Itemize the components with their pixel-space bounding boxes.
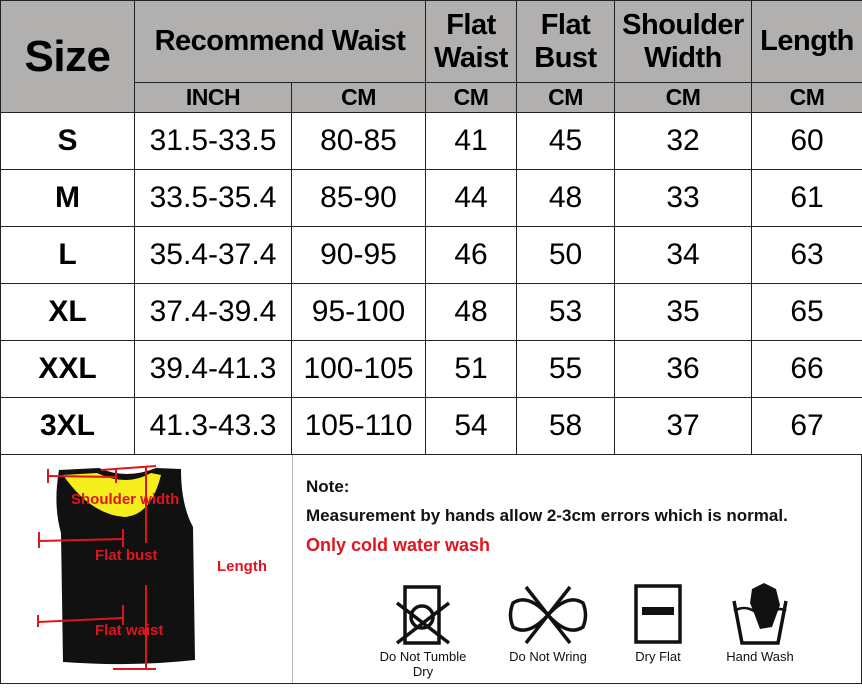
value-cell: 33.5-35.4	[135, 170, 292, 227]
no-wring-icon	[508, 583, 588, 645]
value-cell: 100-105	[292, 341, 426, 398]
value-cell: 105-110	[292, 398, 426, 455]
header-shoulder-width: Shoulder Width	[615, 1, 752, 83]
value-cell: 63	[752, 227, 862, 284]
value-cell: 58	[517, 398, 615, 455]
unit-header: INCH	[135, 83, 292, 113]
care-label: Do Not Tumble Dry	[373, 649, 473, 679]
unit-header: CM	[292, 83, 426, 113]
care-label: Do Not Wring	[498, 649, 598, 664]
note-title: Note:	[306, 477, 349, 497]
value-cell: 44	[426, 170, 517, 227]
label-length: Length	[217, 558, 267, 575]
header-length: Length	[752, 1, 862, 83]
header-flat-waist: Flat Waist	[426, 1, 517, 83]
value-cell: 90-95	[292, 227, 426, 284]
unit-header: CM	[426, 83, 517, 113]
value-cell: 85-90	[292, 170, 426, 227]
size-cell: L	[1, 227, 135, 284]
info-panel: Shoulder width Flat bust Length Flat wai…	[0, 454, 862, 684]
value-cell: 61	[752, 170, 862, 227]
size-cell: XL	[1, 284, 135, 341]
unit-header: CM	[615, 83, 752, 113]
dry-flat-icon	[633, 583, 683, 645]
value-cell: 54	[426, 398, 517, 455]
value-cell: 65	[752, 284, 862, 341]
size-cell: XXL	[1, 341, 135, 398]
care-hand-wash: Hand Wash	[710, 583, 810, 664]
care-no-wring: Do Not Wring	[498, 583, 598, 664]
value-cell: 67	[752, 398, 862, 455]
care-label: Dry Flat	[608, 649, 708, 664]
size-chart-table: Size Recommend Waist Flat Waist Flat Bus…	[0, 0, 862, 455]
vest-diagram: Shoulder width Flat bust Length Flat wai…	[1, 455, 292, 685]
value-cell: 34	[615, 227, 752, 284]
header-recommend-waist: Recommend Waist	[135, 1, 426, 83]
no-tumble-dry-icon	[393, 583, 453, 645]
value-cell: 51	[426, 341, 517, 398]
value-cell: 37.4-39.4	[135, 284, 292, 341]
hand-wash-icon	[730, 583, 790, 645]
label-flat-waist: Flat waist	[95, 622, 163, 639]
value-cell: 60	[752, 113, 862, 170]
unit-header: CM	[752, 83, 862, 113]
value-cell: 48	[517, 170, 615, 227]
value-cell: 41	[426, 113, 517, 170]
value-cell: 66	[752, 341, 862, 398]
unit-header: CM	[517, 83, 615, 113]
value-cell: 80-85	[292, 113, 426, 170]
value-cell: 33	[615, 170, 752, 227]
header-size: Size	[1, 1, 135, 113]
care-dry-flat: Dry Flat	[608, 583, 708, 664]
value-cell: 39.4-41.3	[135, 341, 292, 398]
value-cell: 53	[517, 284, 615, 341]
care-no-tumble-dry: Do Not Tumble Dry	[373, 583, 473, 679]
size-cell: 3XL	[1, 398, 135, 455]
header-flat-bust: Flat Bust	[517, 1, 615, 83]
value-cell: 36	[615, 341, 752, 398]
value-cell: 55	[517, 341, 615, 398]
value-cell: 48	[426, 284, 517, 341]
size-cell: S	[1, 113, 135, 170]
divider	[292, 455, 293, 683]
value-cell: 41.3-43.3	[135, 398, 292, 455]
value-cell: 50	[517, 227, 615, 284]
value-cell: 32	[615, 113, 752, 170]
label-flat-bust: Flat bust	[95, 547, 158, 564]
size-cell: M	[1, 170, 135, 227]
value-cell: 45	[517, 113, 615, 170]
value-cell: 46	[426, 227, 517, 284]
value-cell: 31.5-33.5	[135, 113, 292, 170]
value-cell: 37	[615, 398, 752, 455]
note-text: Measurement by hands allow 2-3cm errors …	[306, 506, 788, 526]
value-cell: 35	[615, 284, 752, 341]
wash-note: Only cold water wash	[306, 535, 490, 556]
label-shoulder-width: Shoulder width	[71, 491, 179, 508]
value-cell: 35.4-37.4	[135, 227, 292, 284]
care-label: Hand Wash	[710, 649, 810, 664]
value-cell: 95-100	[292, 284, 426, 341]
